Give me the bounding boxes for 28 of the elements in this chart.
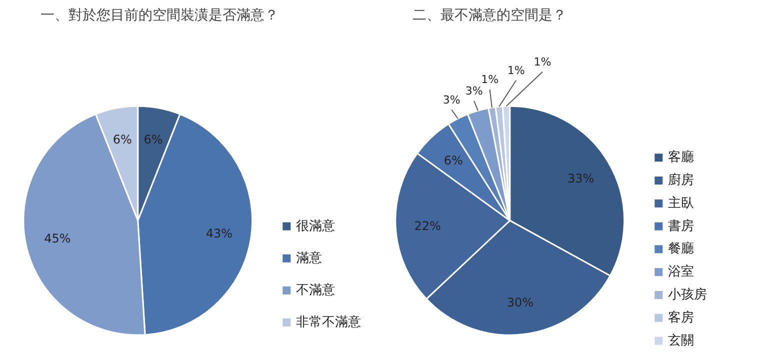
data-label: 1%	[481, 72, 499, 86]
data-label: 43%	[206, 226, 233, 240]
legend-label: 客房	[668, 309, 694, 326]
legend-label: 不滿意	[296, 282, 335, 298]
legend-label: 廚房	[668, 172, 694, 188]
legend-label: 非常不滿意	[296, 314, 361, 330]
data-label: 1%	[534, 55, 552, 68]
legend-label: 小孩房	[668, 286, 707, 302]
legend-label: 滿意	[296, 250, 322, 266]
data-label: 30%	[506, 295, 534, 310]
data-label: 45%	[44, 232, 71, 246]
legend-label: 客廳	[668, 149, 694, 166]
data-label: 22%	[414, 218, 441, 233]
data-label: 6%	[112, 132, 132, 147]
chart-title: 一、對於您目前的空間裝潢是否滿意？	[40, 8, 278, 24]
legend-label: 玄關	[668, 332, 694, 348]
legend-label: 浴室	[668, 264, 694, 280]
legend-label: 書房	[668, 218, 694, 234]
data-label: 3%	[442, 93, 460, 106]
data-label: 6%	[144, 132, 163, 147]
data-label: 3%	[465, 84, 483, 98]
legend-label: 主臥	[668, 194, 694, 211]
data-label: 33%	[567, 172, 594, 186]
legend-label: 餐廳	[668, 242, 694, 257]
data-label: 1%	[507, 64, 525, 77]
chart-title: 二、最不滿意的空間是？	[412, 8, 566, 24]
legend-label: 很滿意	[296, 218, 335, 234]
data-label: 6%	[444, 154, 463, 168]
